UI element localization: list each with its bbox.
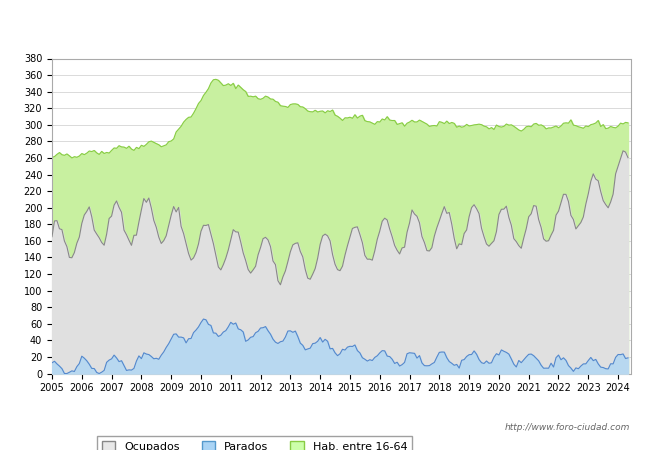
Text: http://www.foro-ciudad.com: http://www.foro-ciudad.com [505, 423, 630, 432]
Text: Bronchales - Evolucion de la poblacion en edad de Trabajar Mayo de 2024: Bronchales - Evolucion de la poblacion e… [41, 21, 609, 33]
Legend: Ocupados, Parados, Hab. entre 16-64: Ocupados, Parados, Hab. entre 16-64 [98, 436, 411, 450]
